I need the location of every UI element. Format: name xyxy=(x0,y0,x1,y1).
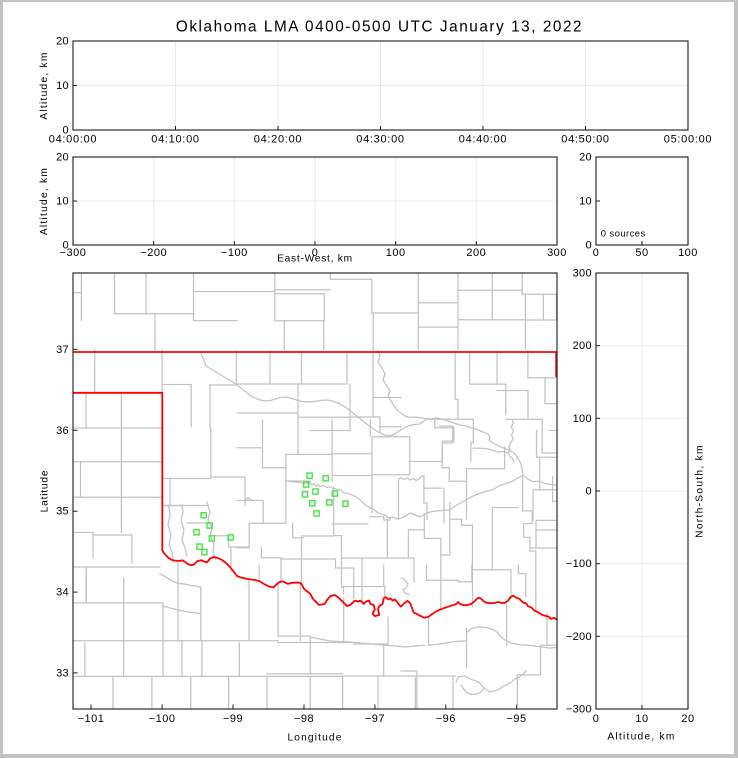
svg-text:04:30:00: 04:30:00 xyxy=(356,133,404,145)
svg-text:10: 10 xyxy=(56,80,69,92)
svg-text:Latitude: Latitude xyxy=(40,470,51,513)
svg-text:−100: −100 xyxy=(221,247,248,259)
svg-text:−101: −101 xyxy=(78,713,105,725)
svg-text:300: 300 xyxy=(573,268,592,280)
svg-text:20: 20 xyxy=(681,713,694,725)
svg-text:10: 10 xyxy=(579,196,592,208)
svg-text:0: 0 xyxy=(312,247,319,259)
svg-text:−100: −100 xyxy=(566,558,592,570)
svg-text:East-West, km: East-West, km xyxy=(277,254,353,265)
svg-text:−100: −100 xyxy=(149,713,176,725)
svg-text:0: 0 xyxy=(63,240,69,252)
svg-text:Longitude: Longitude xyxy=(287,733,342,744)
svg-text:34: 34 xyxy=(56,587,69,599)
svg-text:Altitude, km: Altitude, km xyxy=(39,51,50,119)
svg-text:0: 0 xyxy=(586,240,592,252)
svg-text:0: 0 xyxy=(63,125,69,137)
svg-text:04:20:00: 04:20:00 xyxy=(254,133,302,145)
svg-text:04:50:00: 04:50:00 xyxy=(561,133,609,145)
svg-text:North-South, km: North-South, km xyxy=(695,444,706,538)
svg-text:37: 37 xyxy=(56,344,69,356)
svg-text:10: 10 xyxy=(635,713,648,725)
svg-text:−96: −96 xyxy=(436,713,456,725)
svg-text:100: 100 xyxy=(573,413,592,425)
svg-text:100: 100 xyxy=(678,247,698,259)
svg-text:50: 50 xyxy=(635,247,648,259)
svg-text:Oklahoma LMA 0400-0500 UTC Jan: Oklahoma LMA 0400-0500 UTC January 13, 2… xyxy=(176,19,583,36)
svg-text:04:00:00: 04:00:00 xyxy=(49,133,97,145)
svg-text:10: 10 xyxy=(56,196,69,208)
svg-text:−300: −300 xyxy=(60,247,87,259)
svg-text:−99: −99 xyxy=(223,713,243,725)
svg-text:−200: −200 xyxy=(566,631,592,643)
svg-text:05:00:00: 05:00:00 xyxy=(664,133,712,145)
svg-text:35: 35 xyxy=(56,506,69,518)
svg-text:200: 200 xyxy=(466,247,486,259)
svg-text:−300: −300 xyxy=(566,704,592,716)
svg-text:0: 0 xyxy=(586,486,592,498)
svg-text:33: 33 xyxy=(56,667,69,679)
svg-text:300: 300 xyxy=(547,247,567,259)
svg-text:0: 0 xyxy=(593,713,600,725)
svg-text:20: 20 xyxy=(579,152,592,164)
svg-text:−95: −95 xyxy=(506,713,526,725)
svg-text:0 sources: 0 sources xyxy=(601,229,646,239)
svg-text:−200: −200 xyxy=(140,247,167,259)
svg-text:36: 36 xyxy=(56,425,69,437)
svg-text:20: 20 xyxy=(56,152,69,164)
svg-text:0: 0 xyxy=(593,247,600,259)
svg-text:100: 100 xyxy=(386,247,406,259)
svg-text:04:40:00: 04:40:00 xyxy=(459,133,507,145)
svg-text:−98: −98 xyxy=(294,713,314,725)
svg-text:Altitude, km: Altitude, km xyxy=(607,732,675,743)
svg-text:04:10:00: 04:10:00 xyxy=(151,133,199,145)
svg-text:Altitude, km: Altitude, km xyxy=(39,167,50,235)
svg-text:200: 200 xyxy=(573,340,592,352)
svg-text:−97: −97 xyxy=(365,713,385,725)
svg-text:20: 20 xyxy=(56,36,69,48)
